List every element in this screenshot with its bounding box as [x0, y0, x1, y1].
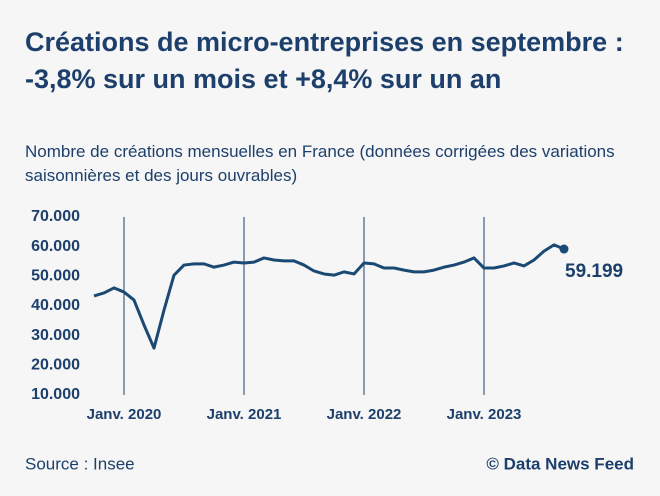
y-tick-label: 20.000: [31, 357, 80, 374]
chart-title: Créations de micro-entreprises en septem…: [25, 27, 624, 94]
y-tick-label: 70.000: [31, 208, 80, 225]
y-tick-label: 40.000: [31, 297, 80, 314]
credit: © Data News Feed: [486, 454, 634, 473]
end-point: [559, 244, 569, 254]
y-tick-label: 60.000: [31, 238, 80, 255]
source: Source : Insee: [25, 454, 135, 473]
x-tick-label: Janv. 2022: [327, 406, 402, 423]
y-tick-label: 30.000: [31, 327, 80, 344]
y-tick-label: 10.000: [31, 386, 80, 403]
x-tick-label: Janv. 2020: [87, 406, 162, 423]
line: [93, 243, 565, 350]
x-tick-label: Janv. 2023: [447, 406, 522, 423]
chart-subtitle: Nombre de créations mensuelles en France…: [25, 142, 615, 185]
x-tick-label: Janv. 2021: [207, 406, 282, 423]
y-tick-label: 50.000: [31, 268, 80, 285]
value-label: 59.199: [565, 261, 623, 282]
